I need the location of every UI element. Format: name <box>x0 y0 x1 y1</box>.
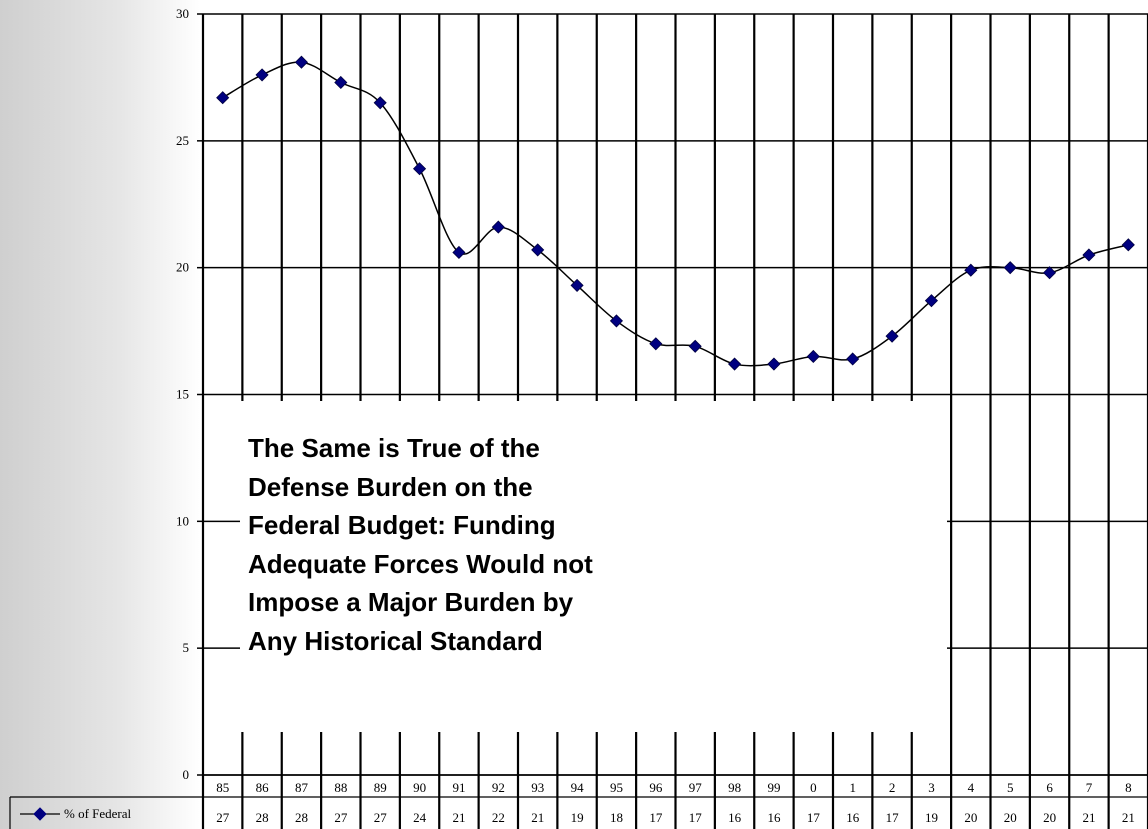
y-axis: 0 5 10 15 20 25 30 <box>176 6 204 782</box>
data-point-marker <box>452 245 466 260</box>
data-point-marker <box>412 162 427 176</box>
data-point-marker <box>846 352 860 366</box>
table-value: 17 <box>886 810 900 825</box>
data-point-marker <box>334 75 348 90</box>
y-tick-label: 5 <box>183 640 190 655</box>
x-tick-label: 86 <box>256 780 270 795</box>
table-value: 27 <box>334 810 348 825</box>
x-tick-label: 89 <box>374 780 387 795</box>
x-tick-label: 2 <box>889 780 896 795</box>
callout-line: The Same is True of the <box>248 433 540 463</box>
table-value: 28 <box>295 810 308 825</box>
x-tick-label: 98 <box>728 780 741 795</box>
y-tick-label: 30 <box>176 6 189 21</box>
legend-label: % of Federal <box>64 806 132 821</box>
x-tick-label: 3 <box>928 780 935 795</box>
table-value: 21 <box>531 810 544 825</box>
x-tick-label: 6 <box>1046 780 1053 795</box>
data-point-marker <box>1003 261 1017 275</box>
data-table: 8527862887288827892790249121922293219419… <box>9 774 1148 829</box>
data-point-marker <box>767 357 781 371</box>
data-point-marker <box>531 243 545 257</box>
data-point-marker <box>727 357 742 371</box>
x-tick-label: 87 <box>295 780 309 795</box>
table-value: 24 <box>413 810 427 825</box>
table-value: 17 <box>649 810 663 825</box>
x-tick-label: 8 <box>1125 780 1132 795</box>
data-point-marker <box>216 91 230 105</box>
table-value: 17 <box>689 810 703 825</box>
table-value: 16 <box>767 810 781 825</box>
data-point-marker <box>1082 248 1096 262</box>
table-value: 20 <box>1004 810 1017 825</box>
data-point-marker <box>964 263 978 277</box>
data-point-marker <box>885 329 899 343</box>
table-value: 19 <box>925 810 938 825</box>
data-point-marker <box>1042 266 1057 280</box>
x-tick-label: 5 <box>1007 780 1014 795</box>
y-tick-label: 15 <box>176 387 189 402</box>
table-value: 22 <box>492 810 505 825</box>
data-point-marker <box>570 278 584 292</box>
y-tick-label: 0 <box>183 767 190 782</box>
data-point-marker <box>806 349 820 364</box>
table-value: 27 <box>374 810 388 825</box>
x-tick-label: 1 <box>849 780 856 795</box>
x-tick-label: 95 <box>610 780 623 795</box>
legend-marker <box>33 807 47 821</box>
x-tick-label: 97 <box>689 780 703 795</box>
data-point-marker <box>688 339 702 353</box>
x-tick-label: 7 <box>1086 780 1093 795</box>
table-value: 27 <box>216 810 230 825</box>
table-value: 21 <box>1082 810 1095 825</box>
y-tick-label: 10 <box>176 513 189 528</box>
table-value: 21 <box>452 810 465 825</box>
x-tick-label: 92 <box>492 780 505 795</box>
y-tick-label: 25 <box>176 133 189 148</box>
callout-box: The Same is True of the Defense Burden o… <box>240 401 947 732</box>
x-tick-label: 0 <box>810 780 817 795</box>
table-value: 18 <box>610 810 623 825</box>
x-tick-label: 96 <box>649 780 663 795</box>
callout-line: Impose a Major Burden by <box>248 587 574 617</box>
x-tick-label: 4 <box>968 780 975 795</box>
x-tick-label: 85 <box>216 780 229 795</box>
table-value: 17 <box>807 810 821 825</box>
data-point-marker <box>1121 238 1135 252</box>
x-tick-label: 90 <box>413 780 426 795</box>
table-value: 19 <box>571 810 584 825</box>
data-point-marker <box>294 55 309 69</box>
callout-line: Any Historical Standard <box>248 625 543 656</box>
series-line-layer <box>216 55 1135 371</box>
data-point-marker <box>924 294 939 308</box>
table-value: 20 <box>964 810 977 825</box>
table-value: 21 <box>1122 810 1135 825</box>
data-point-marker <box>373 96 387 110</box>
table-value: 16 <box>728 810 742 825</box>
callout-line: Federal Budget: Funding <box>248 510 556 540</box>
table-value: 28 <box>256 810 269 825</box>
callout-text: The Same is True of the Defense Burden o… <box>248 429 593 660</box>
data-point-marker <box>255 68 269 82</box>
x-tick-label: 88 <box>334 780 347 795</box>
table-value: 16 <box>846 810 860 825</box>
y-tick-label: 20 <box>176 260 189 275</box>
x-tick-label: 94 <box>571 780 585 795</box>
table-value: 20 <box>1043 810 1056 825</box>
data-point-marker <box>491 220 505 234</box>
x-tick-label: 91 <box>452 780 465 795</box>
x-tick-label: 99 <box>767 780 780 795</box>
data-point-marker <box>609 314 624 328</box>
data-point-marker <box>649 337 663 351</box>
x-tick-label: 93 <box>531 780 544 795</box>
callout-line: Defense Burden on the <box>248 471 533 502</box>
callout-line: Adequate Forces Would not <box>248 548 593 579</box>
